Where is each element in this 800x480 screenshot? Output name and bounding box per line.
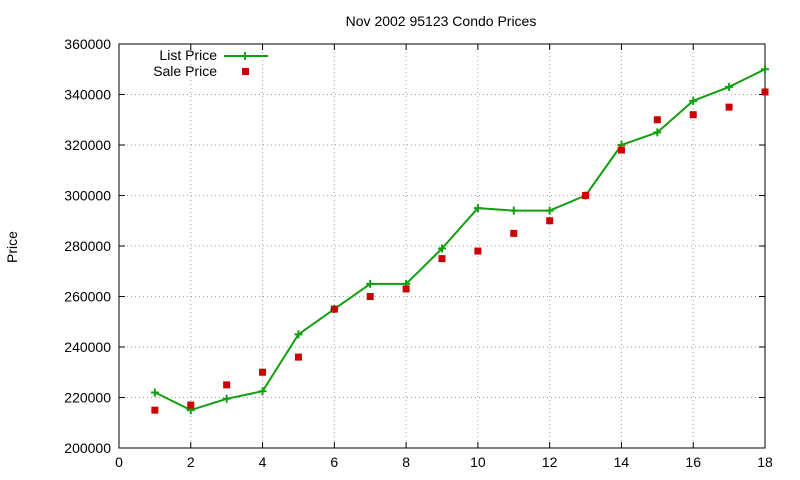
sale-price-point [259, 368, 267, 376]
list-price-point [725, 82, 734, 91]
sale-price-point [761, 88, 769, 96]
sale-price-point [438, 255, 446, 263]
axis-ticks: 200000 220000 240000 260000 280000 300000 3200… [64, 36, 773, 470]
sale-price-point [546, 217, 554, 225]
x-tick-label: 6 [330, 454, 338, 470]
list-price-point [150, 388, 159, 397]
sale-price-point [330, 305, 338, 313]
sale-price-point [617, 146, 625, 154]
legend-sale-price-marker [242, 68, 249, 75]
y-tick-label: 320000 [64, 137, 111, 153]
y-tick-label: 280000 [64, 238, 111, 254]
x-tick-label: 10 [470, 454, 486, 470]
chart-title: Nov 2002 95123 Condo Prices [346, 13, 537, 29]
list-price-point [294, 330, 303, 339]
plot-frame [118, 43, 766, 449]
x-tick-label: 12 [542, 454, 558, 470]
x-tick-label: 14 [614, 454, 630, 470]
sale-price-point [689, 111, 697, 119]
sale-price-point [151, 406, 159, 414]
series-layer [150, 65, 769, 415]
list-price-point [761, 65, 769, 74]
list-price-point [509, 206, 518, 215]
x-tick-label: 0 [115, 454, 123, 470]
sale-price-point [474, 247, 482, 255]
sale-price-point [223, 381, 231, 389]
legend-list-price-marker [241, 52, 249, 60]
x-tick-label: 4 [259, 454, 267, 470]
x-tick-label: 2 [187, 454, 195, 470]
y-tick-label: 200000 [64, 440, 111, 456]
list-price-point [258, 387, 267, 396]
sale-price-point [725, 103, 733, 111]
legend-label-sale-price: Sale Price [153, 63, 217, 79]
y-tick-label: 340000 [64, 87, 111, 103]
y-tick-label: 300000 [64, 188, 111, 204]
x-tick-label: 18 [757, 454, 773, 470]
sale-price-point [187, 401, 195, 409]
y-axis-label: Price [4, 231, 20, 263]
list-price-point [653, 128, 662, 137]
list-price-line [154, 68, 766, 412]
sale-price-point [402, 285, 410, 293]
y-tick-label: 260000 [64, 289, 111, 305]
sale-price-point [653, 116, 661, 124]
y-tick-label: 220000 [64, 390, 111, 406]
list-price-point [438, 244, 446, 253]
sale-price-point [510, 229, 518, 237]
list-price-point [366, 279, 375, 288]
legend-label-list-price: List Price [159, 47, 217, 63]
list-price-point [473, 204, 482, 213]
y-tick-label: 240000 [64, 339, 111, 355]
list-price-point [689, 96, 698, 105]
x-tick-label: 8 [402, 454, 410, 470]
grid-lines [119, 44, 765, 448]
sale-price-point [294, 353, 302, 361]
sale-price-point [366, 293, 374, 300]
x-tick-label: 16 [685, 454, 701, 470]
y-tick-label: 360000 [64, 36, 111, 52]
list-price-point [545, 206, 554, 215]
sale-price-point [582, 192, 590, 199]
legend: List Price Sale Price [153, 47, 268, 79]
list-price-point [222, 394, 231, 403]
